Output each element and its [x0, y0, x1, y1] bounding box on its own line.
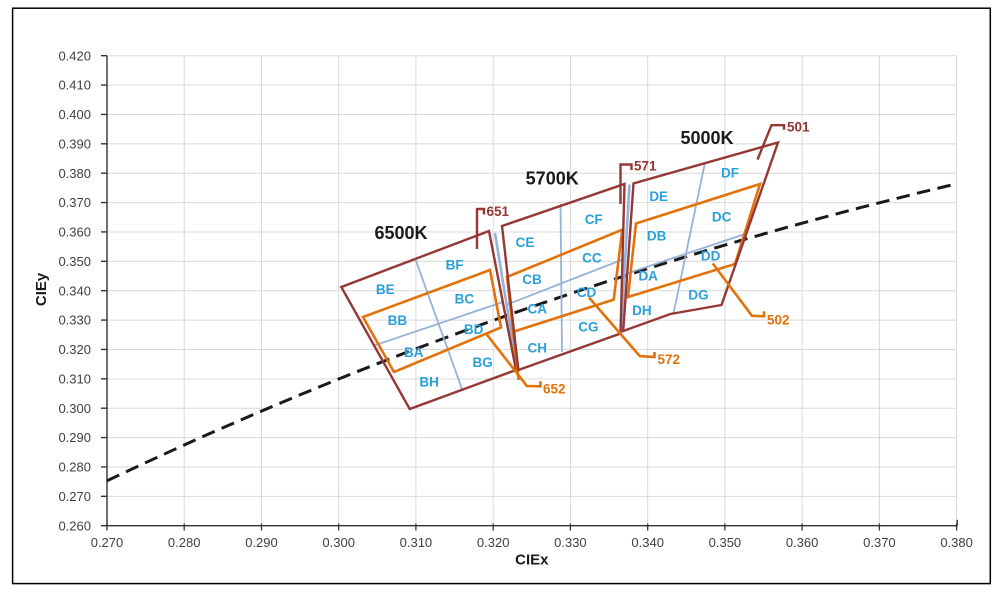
svg-text:0.360: 0.360	[58, 225, 91, 240]
svg-text:BD: BD	[464, 322, 484, 337]
svg-text:CB: CB	[522, 272, 542, 287]
svg-text:DD: DD	[701, 249, 721, 264]
svg-text:0.270: 0.270	[58, 489, 91, 504]
svg-text:0.390: 0.390	[58, 136, 91, 151]
svg-text:0.370: 0.370	[58, 195, 91, 210]
svg-text:DH: DH	[632, 303, 652, 318]
svg-text:0.290: 0.290	[245, 535, 278, 550]
svg-text:0.300: 0.300	[322, 535, 355, 550]
svg-text:502: 502	[767, 313, 790, 328]
svg-text:0.350: 0.350	[58, 254, 91, 269]
svg-text:0.380: 0.380	[940, 535, 973, 550]
svg-text:0.330: 0.330	[58, 313, 91, 328]
svg-text:0.320: 0.320	[477, 535, 510, 550]
svg-text:0.330: 0.330	[554, 535, 587, 550]
svg-text:CA: CA	[528, 302, 548, 317]
svg-text:0.420: 0.420	[58, 48, 91, 63]
svg-text:571: 571	[634, 159, 657, 174]
svg-text:BF: BF	[446, 258, 464, 273]
svg-text:DF: DF	[721, 166, 739, 181]
svg-text:5700K: 5700K	[526, 168, 579, 188]
svg-text:DA: DA	[638, 268, 658, 283]
svg-text:0.410: 0.410	[58, 78, 91, 93]
svg-text:BB: BB	[388, 313, 408, 328]
svg-text:6500K: 6500K	[374, 223, 427, 243]
svg-text:0.280: 0.280	[58, 460, 91, 475]
svg-text:0.350: 0.350	[709, 535, 742, 550]
svg-text:CC: CC	[582, 251, 602, 266]
svg-text:CH: CH	[528, 341, 548, 356]
svg-text:0.260: 0.260	[58, 518, 91, 533]
svg-text:651: 651	[487, 204, 510, 219]
svg-text:0.370: 0.370	[863, 535, 896, 550]
svg-text:DG: DG	[688, 287, 708, 302]
svg-text:DE: DE	[649, 189, 668, 204]
svg-text:BC: BC	[455, 292, 475, 307]
svg-text:BA: BA	[404, 345, 424, 360]
svg-text:0.340: 0.340	[631, 535, 664, 550]
svg-text:CIEx: CIEx	[515, 552, 549, 569]
svg-text:0.290: 0.290	[58, 430, 91, 445]
svg-text:BG: BG	[472, 355, 492, 370]
svg-text:0.400: 0.400	[58, 107, 91, 122]
svg-text:DC: DC	[712, 210, 732, 225]
svg-text:BH: BH	[419, 374, 439, 389]
svg-text:0.320: 0.320	[58, 342, 91, 357]
svg-text:0.280: 0.280	[168, 535, 201, 550]
svg-text:0.340: 0.340	[58, 283, 91, 298]
svg-text:652: 652	[543, 382, 566, 397]
svg-text:0.300: 0.300	[58, 401, 91, 416]
svg-text:0.310: 0.310	[400, 535, 433, 550]
svg-text:CF: CF	[585, 212, 603, 227]
svg-text:5000K: 5000K	[680, 128, 733, 148]
svg-text:DB: DB	[647, 229, 667, 244]
svg-text:CD: CD	[577, 285, 597, 300]
svg-text:CE: CE	[516, 235, 535, 250]
svg-text:0.380: 0.380	[58, 166, 91, 181]
svg-text:0.310: 0.310	[58, 371, 91, 386]
svg-text:0.360: 0.360	[786, 535, 819, 550]
svg-text:572: 572	[658, 352, 681, 367]
svg-text:BE: BE	[376, 282, 395, 297]
svg-text:CIEy: CIEy	[33, 272, 50, 306]
svg-text:CG: CG	[578, 319, 598, 334]
svg-text:501: 501	[787, 120, 810, 135]
svg-text:0.270: 0.270	[91, 535, 124, 550]
